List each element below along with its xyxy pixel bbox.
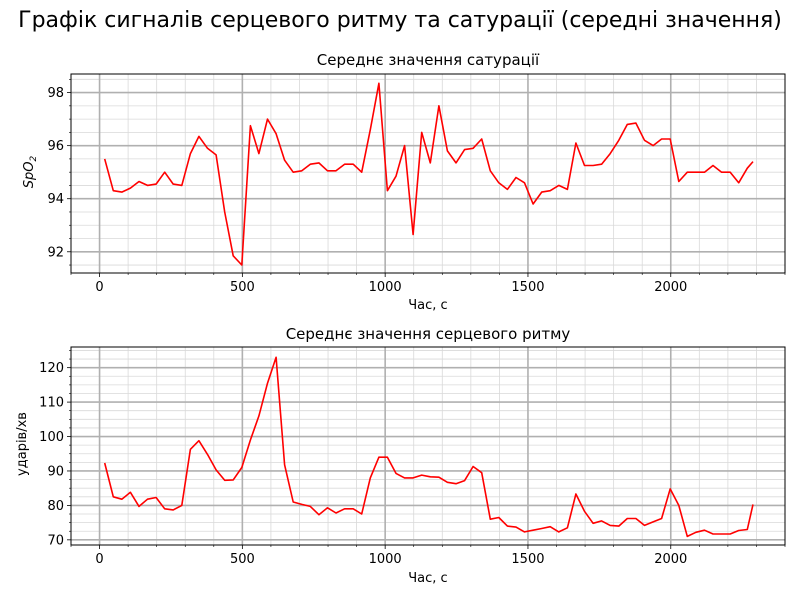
spo2-x-tick-label: 0: [95, 280, 103, 295]
spo2-y-axis-label: SpO2: [22, 155, 39, 188]
spo2-x-axis-label: Час, с: [408, 298, 447, 313]
spo2-y-tick-label: 94: [47, 192, 64, 207]
spo2-subplot: Середнє значення сатурації 0 500 1000 1500 2…: [22, 51, 786, 313]
spo2-series-line: [103, 82, 754, 266]
spo2-x-tick-label: 1500: [511, 280, 544, 295]
heart-rate-plot-border: [70, 346, 786, 546]
spo2-x-tick-label: 1000: [369, 280, 402, 295]
heart-rate-x-axis-label: Час, с: [408, 571, 447, 586]
spo2-grid: [70, 74, 786, 273]
heart-rate-x-ticks: 0 500 1000 1500 2000: [70, 545, 786, 567]
heart-rate-y-tick-label: 70: [47, 533, 64, 548]
figure-title: Графік сигналів серцевого ритму та сатур…: [18, 8, 782, 33]
heart-rate-x-tick-label: 2000: [654, 552, 687, 567]
heart-rate-y-tick-label: 90: [47, 464, 64, 479]
heart-rate-series: [103, 356, 754, 538]
heart-rate-y-ticks: 70 80 90 100 110 120: [39, 350, 71, 548]
heart-rate-chart-title: Середнє значення серцевого ритму: [286, 325, 571, 343]
heart-rate-y-tick-label: 110: [39, 396, 64, 411]
heart-rate-series-line: [103, 356, 754, 538]
spo2-y-tick-label: 98: [47, 86, 64, 101]
spo2-x-ticks: 0 500 1000 1500 2000: [70, 273, 786, 295]
heart-rate-y-tick-label: 120: [39, 361, 64, 376]
spo2-y-ticks: 92 94 96 98: [47, 79, 71, 266]
heart-rate-y-tick-label: 80: [47, 499, 64, 514]
spo2-plot-border: [70, 73, 786, 274]
heart-rate-y-tick-label: 100: [39, 430, 64, 445]
spo2-y-tick-label: 92: [47, 245, 64, 260]
spo2-x-tick-label: 500: [230, 280, 255, 295]
spo2-series: [103, 82, 754, 266]
spo2-axes-frame: [70, 73, 786, 274]
heart-rate-x-tick-label: 0: [95, 552, 103, 567]
heart-rate-subplot: Середнє значення серцевого ритму 0 500 100…: [15, 325, 786, 586]
heart-rate-grid: [70, 347, 786, 545]
spo2-x-tick-label: 2000: [654, 280, 687, 295]
heart-rate-x-tick-label: 1000: [369, 552, 402, 567]
spo2-chart-title: Середнє значення сатурації: [317, 51, 540, 69]
heart-rate-x-tick-label: 500: [230, 552, 255, 567]
heart-rate-y-axis-label: ударів/хв: [15, 412, 30, 476]
heart-rate-x-tick-label: 1500: [511, 552, 544, 567]
spo2-y-tick-label: 96: [47, 139, 64, 154]
heart-rate-axes-frame: [70, 346, 786, 546]
